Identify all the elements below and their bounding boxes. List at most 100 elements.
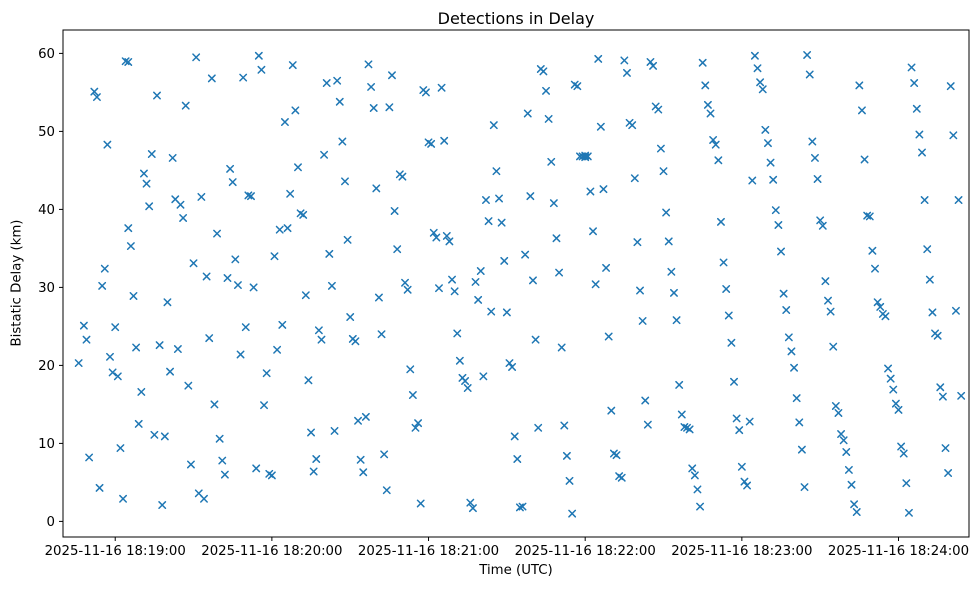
scatter-marker xyxy=(267,471,276,480)
scatter-marker xyxy=(137,387,146,396)
scatter-marker xyxy=(343,235,352,244)
scatter-marker xyxy=(181,101,190,110)
scatter-marker xyxy=(468,504,477,513)
scatter-marker xyxy=(549,199,558,208)
scatter-marker xyxy=(630,174,639,183)
scatter-marker xyxy=(380,450,389,459)
scatter-marker xyxy=(787,347,796,356)
scatter-marker xyxy=(113,372,122,381)
scatter-marker xyxy=(886,374,895,383)
scatter-marker xyxy=(354,416,362,425)
scatter-marker xyxy=(941,444,950,453)
scatter-marker xyxy=(646,58,655,66)
scatter-marker xyxy=(79,321,88,330)
scatter-marker xyxy=(837,430,846,438)
scatter-marker xyxy=(719,258,728,267)
scatter-marker xyxy=(205,334,214,343)
scatter-marker xyxy=(727,338,736,347)
scatter-marker xyxy=(899,449,908,458)
scatter-marker xyxy=(312,455,321,463)
scatter-marker xyxy=(852,508,861,516)
scatter-marker xyxy=(95,483,104,492)
scatter-marker xyxy=(291,106,300,115)
y-tick-label: 50 xyxy=(38,125,55,140)
scatter-marker xyxy=(304,376,313,385)
scatter-marker xyxy=(834,409,843,417)
scatter-marker xyxy=(406,365,415,374)
scatter-marker xyxy=(299,210,308,219)
scatter-marker xyxy=(124,58,133,66)
scatter-marker xyxy=(599,185,608,194)
scatter-marker xyxy=(696,502,705,511)
scatter-marker xyxy=(562,451,571,460)
scatter-marker xyxy=(881,312,890,321)
scatter-marker xyxy=(286,189,295,198)
scatter-marker xyxy=(915,130,924,139)
scatter-marker xyxy=(492,167,501,176)
scatter-marker xyxy=(938,392,947,401)
scatter-marker xyxy=(745,417,754,426)
scatter-marker xyxy=(531,335,540,344)
scatter-marker xyxy=(732,414,741,423)
scatter-marker xyxy=(526,192,535,201)
scatter-marker xyxy=(333,76,342,85)
scatter-marker xyxy=(416,499,425,508)
scatter-marker xyxy=(361,412,370,421)
scatter-marker xyxy=(116,444,125,453)
scatter-marker xyxy=(701,81,710,90)
y-tick-label: 10 xyxy=(38,437,55,452)
scatter-marker xyxy=(735,426,744,435)
scatter-marker xyxy=(557,343,566,352)
scatter-marker xyxy=(764,139,772,148)
scatter-marker xyxy=(153,91,161,100)
scatter-marker xyxy=(448,275,456,284)
scatter-marker xyxy=(617,473,626,482)
scatter-marker xyxy=(518,502,527,511)
scatter-marker xyxy=(367,82,376,91)
scatter-marker xyxy=(484,217,493,226)
scatter-marker xyxy=(322,79,331,87)
scatter-marker xyxy=(150,430,159,439)
scatter-marker xyxy=(393,245,402,254)
scatter-marker xyxy=(247,192,255,201)
scatter-marker xyxy=(529,276,537,285)
scatter-marker xyxy=(301,291,310,300)
scatter-marker xyxy=(523,109,532,118)
scatter-marker xyxy=(320,150,329,159)
scatter-marker xyxy=(463,384,472,392)
scatter-marker xyxy=(314,326,323,335)
scatter-marker xyxy=(831,402,840,410)
scatter-marker xyxy=(466,498,475,507)
scatter-marker xyxy=(688,464,697,473)
scatter-marker xyxy=(698,58,707,67)
axes-frame xyxy=(62,29,970,538)
scatter-marker xyxy=(372,184,381,193)
scatter-marker xyxy=(730,377,738,386)
scatter-marker xyxy=(672,316,681,325)
scatter-marker xyxy=(233,281,242,290)
y-tick-label: 40 xyxy=(38,203,55,218)
x-tick-label: 2025-11-16 18:22:00 xyxy=(515,544,656,559)
scatter-marker xyxy=(565,476,574,485)
y-axis-ticks: 0 10 20 30 40 50 60 xyxy=(38,47,63,530)
scatter-marker xyxy=(766,158,775,167)
scatter-marker xyxy=(839,436,848,445)
scatter-marker xyxy=(643,420,652,429)
scatter-marker xyxy=(260,401,268,410)
scatter-marker xyxy=(659,167,668,176)
scatter-marker xyxy=(100,264,109,273)
scatter-marker xyxy=(638,316,647,325)
scatter-marker xyxy=(568,509,577,518)
scatter-marker xyxy=(197,192,206,201)
y-tick-label: 30 xyxy=(38,281,55,296)
scatter-marker xyxy=(894,405,903,414)
scatter-marker xyxy=(923,245,932,254)
scatter-marker xyxy=(703,100,712,109)
scatter-marker xyxy=(192,53,201,62)
scatter-marker xyxy=(654,105,663,114)
scatter-marker xyxy=(74,359,83,368)
scatter-marker xyxy=(602,263,611,272)
scatter-marker xyxy=(722,285,731,293)
scatter-marker xyxy=(455,356,464,365)
